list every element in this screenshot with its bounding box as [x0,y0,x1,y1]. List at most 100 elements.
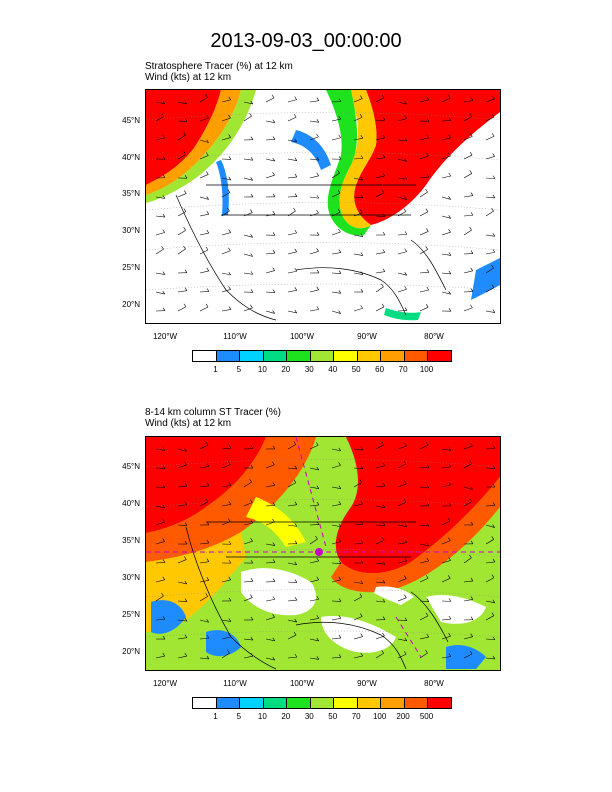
colorbar-swatch [240,698,264,708]
wind-barb [265,461,275,469]
wind-barb [353,114,363,122]
wind-barb [419,441,429,450]
wind-barb [331,576,341,583]
wind-barb [221,461,231,469]
wind-barb [265,136,276,141]
wind-barb [265,656,276,661]
wind-barb [155,100,166,105]
colorbar-tick-label: 20 [281,365,291,374]
wind-barb [177,634,188,640]
wind-barb [463,460,473,469]
wind-barb [243,193,254,198]
wind-barb [243,253,253,257]
wind-barb [221,501,232,507]
panel-1-title: Stratosphere Tracer (%) at 12 km Wind (k… [145,61,293,83]
wind-barb [243,445,254,450]
colorbar-tick-label: 40 [328,365,338,374]
wind-barb [265,637,276,642]
tracer-region-nw-red [146,437,266,533]
wind-barb [199,441,209,450]
tracer-edge-ne-2 [326,90,371,236]
wind-barb [441,196,451,200]
wind-barb [309,576,319,583]
wind-barb [441,481,451,488]
wind-barb [397,539,408,545]
wind-barb [243,519,254,526]
tracer-region-nw [146,90,221,185]
colorbar-tick-label: 70 [351,712,361,721]
wind-barb [485,536,495,545]
wind-barb [463,616,474,621]
tracer-blue-west [216,160,229,215]
wind-barb [463,288,474,293]
panel-2-map[interactable] [145,436,501,671]
wind-barb [463,554,472,564]
wind-barb [265,481,276,488]
coastline [185,521,449,670]
wind-barb [287,441,296,450]
wind-barb [331,134,341,141]
wind-barb [485,113,495,122]
wind-barb [265,518,275,526]
wind-barb [331,270,342,274]
panel-1-lat-label-40: 40°N [122,153,140,162]
panel-2-map-svg [146,437,500,670]
wind-barb [221,189,231,198]
wind-barb [243,156,254,161]
wind-barb [309,656,320,660]
wind-barb [155,559,166,564]
wind-barb [265,502,276,507]
wind-barb [199,139,209,143]
wind-barb [353,465,364,470]
wind-barb [353,271,364,275]
wind-barb [221,444,232,450]
wind-barb [155,592,164,602]
wind-barb [243,594,253,602]
panel-1-map[interactable] [145,89,501,324]
colorbar-swatch [287,351,311,361]
wind-barb [155,113,165,122]
wind-barb [485,445,496,450]
wind-barb [177,461,187,469]
panel-2-lat-label-35: 35°N [122,536,140,545]
wind-barb [375,189,385,198]
colorbar-swatch [428,698,452,708]
wind-barb [463,192,474,198]
wind-barb [331,615,342,621]
wind-barb [199,577,210,583]
wind-barb [177,287,188,293]
wind-barb [397,498,407,507]
wind-barb [287,653,298,659]
wind-barb [353,539,364,545]
wind-barb [221,559,232,564]
wind-barb [199,498,209,507]
marker-dashed-diag-2 [395,616,422,658]
wind-barb [155,504,166,509]
wind-barb [441,117,452,122]
wind-barb [177,303,187,312]
wind-barb [243,136,254,141]
tracer-region-ne-orange [331,477,500,593]
wind-barb [309,119,320,123]
wind-barb [397,480,407,488]
wind-barb [441,502,452,507]
wind-barb [419,542,430,547]
wind-barb [265,310,275,314]
wind-barb [419,96,429,103]
wind-barb [331,310,341,314]
colorbar-swatch [287,698,311,708]
wind-barb [243,616,254,621]
wind-barb [397,272,407,276]
panel-1-colorbar [192,350,452,362]
wind-barb [155,484,166,488]
wind-barb [353,500,364,507]
wind-barb [353,95,363,103]
tracer-blue-band [291,130,331,170]
wind-barb [353,155,364,160]
wind-barb [353,479,363,488]
panel-2-lon-label-90: 90°W [357,679,377,688]
wind-barb [397,158,407,162]
wind-barb [353,652,364,659]
wind-barb [463,577,474,583]
panel-2-lat-label-40: 40°N [122,499,140,508]
